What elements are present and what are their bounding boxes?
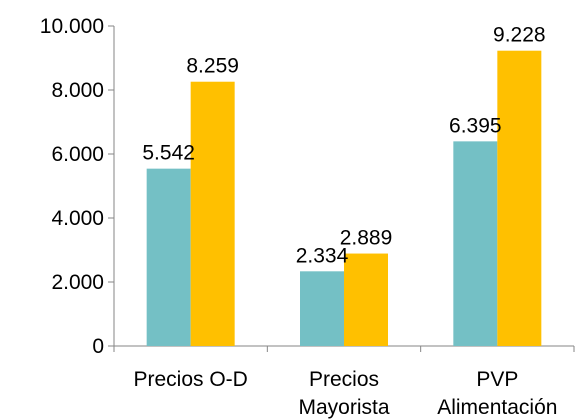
bar-series-2 — [497, 50, 542, 346]
x-axis: Precios O-D Precios Mayorista PVP Alimentaci… — [113, 345, 575, 419]
bar-series-1 — [300, 271, 344, 346]
y-tick-label: 6.000 — [51, 143, 104, 166]
y-tick-label: 2.000 — [51, 271, 104, 294]
x-category-label: Precios O-D — [133, 368, 247, 391]
data-labels: 5.542 2.334 6.395 8.259 2.889 9.228 — [142, 24, 545, 268]
data-label: 9.228 — [493, 24, 546, 47]
bar-series-1 — [146, 168, 191, 346]
data-label: 5.542 — [142, 142, 195, 165]
bar-series-2 — [190, 81, 235, 346]
x-category-label: PVP — [476, 368, 518, 391]
data-label: 2.334 — [296, 244, 349, 267]
data-label: 6.395 — [449, 114, 502, 137]
data-label: 2.889 — [340, 227, 393, 250]
x-category-label: Precios — [309, 368, 379, 391]
y-tick-label: 4.000 — [51, 207, 104, 230]
bars — [146, 50, 542, 346]
y-tick-label: 10.000 — [40, 15, 104, 38]
x-category-label: Alimentación — [437, 396, 557, 419]
data-label: 8.259 — [186, 55, 239, 78]
y-tick-label: 0 — [92, 335, 104, 358]
bar-series-2 — [344, 253, 388, 346]
y-tick-label: 8.000 — [51, 79, 104, 102]
bar-series-1 — [453, 141, 498, 346]
y-axis: 0 2.000 4.000 6.000 8.000 10.000 — [40, 15, 115, 358]
x-category-label: Mayorista — [298, 396, 389, 419]
